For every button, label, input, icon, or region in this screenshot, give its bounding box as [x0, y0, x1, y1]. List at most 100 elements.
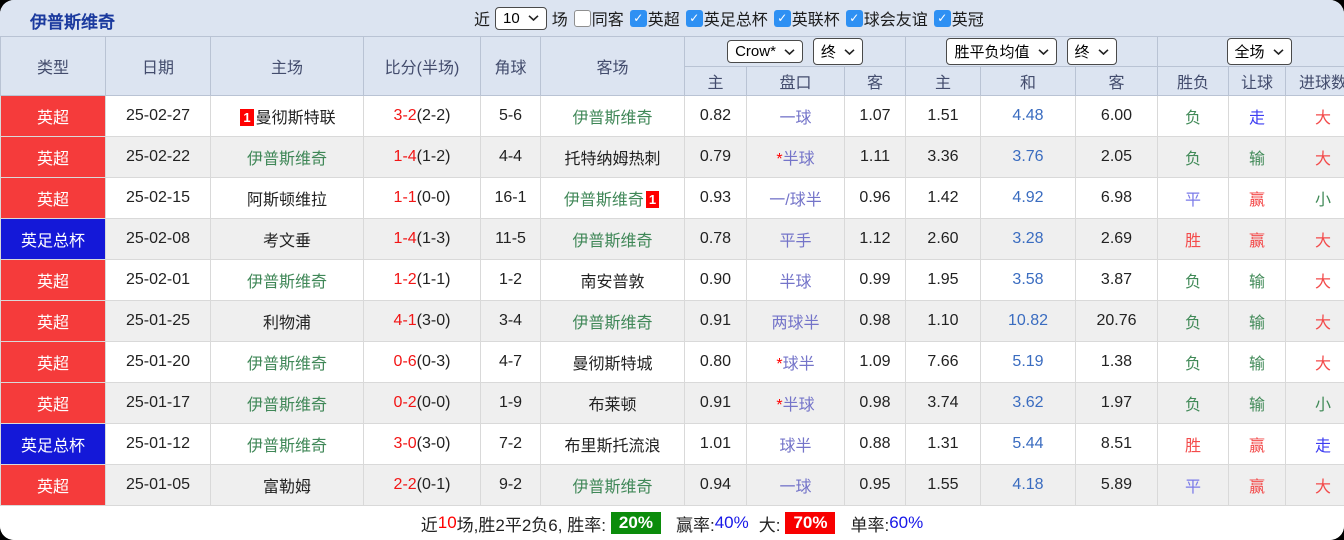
away-team-name: 伊普斯维奇	[572, 110, 653, 127]
handicap-line: 平手	[746, 218, 845, 260]
sub-header-handicap-home: 主	[684, 66, 747, 96]
away-team-name: 布莱顿	[588, 397, 637, 414]
col-header-score: 比分(半场)	[363, 36, 481, 96]
league-checkbox[interactable]: ✓	[933, 9, 951, 27]
away-team-cell: 伊普斯维奇 1	[540, 177, 685, 219]
bookmaker-select-value: Crow*	[735, 43, 776, 60]
handicap-line: 球半	[746, 423, 845, 465]
handicap-line: 一球	[746, 464, 845, 506]
score-cell: 1-4(1-3)	[363, 218, 481, 260]
away-team-name: 曼彻斯特城	[572, 356, 653, 373]
home-team-cell: 富勒姆	[210, 464, 364, 506]
score-cell: 1-4(1-2)	[363, 136, 481, 178]
handicap-home-odds: 0.80	[684, 341, 747, 383]
league-checkbox[interactable]: ✓	[845, 9, 863, 27]
same-away-label: 同客	[591, 12, 624, 29]
result-wdl: 平	[1157, 464, 1229, 506]
table-row: 英超 25-01-05 富勒姆 2-2(0-1) 9-2 伊普斯维奇 0.94 一球 0.95 1…	[0, 464, 1344, 506]
halftime-score: (0-0)	[416, 189, 451, 206]
avg-away-odds: 1.97	[1075, 382, 1158, 424]
fulltime-score: 1-1	[393, 189, 417, 206]
summary-footer: 近 10 场,胜2平2负6, 胜率: 20% 赢率: 40% 大: 70% 单率: 60…	[0, 506, 1344, 540]
result-wdl: 负	[1157, 95, 1229, 137]
footer-recent-count: 10	[437, 513, 457, 532]
bookmaker-state-select[interactable]: 终	[812, 38, 863, 65]
avg-draw-odds: 4.48	[980, 95, 1076, 137]
league-filter-label: 英冠	[951, 12, 984, 29]
handicap-home-odds: 0.90	[684, 259, 747, 301]
league-filter-label: 英超	[647, 12, 680, 29]
match-date: 25-02-01	[105, 259, 211, 301]
scope-select[interactable]: 全场	[1226, 38, 1292, 65]
league-type-badge: 英超	[0, 177, 106, 219]
table-row: 英超 25-02-15 阿斯顿维拉 1-1(0-0) 16-1 伊普斯维奇 1 0.93 一/球…	[0, 177, 1344, 219]
avg-home-odds: 1.42	[905, 177, 981, 219]
avg-odds-select-value: 胜平负均值	[954, 44, 1030, 61]
avg-away-odds: 1.38	[1075, 341, 1158, 383]
sub-header-goals: 进球数	[1284, 66, 1344, 96]
handicap-away-odds: 0.98	[844, 300, 906, 342]
sub-header-avg-away: 客	[1075, 66, 1158, 96]
away-team-name: 伊普斯维奇	[572, 315, 653, 332]
match-date: 25-02-15	[105, 177, 211, 219]
avg-home-odds: 7.66	[905, 341, 981, 383]
handicap-text: 两球半	[771, 315, 820, 332]
result-wdl: 负	[1157, 259, 1229, 301]
handicap-star: *	[776, 151, 783, 168]
handicap-text: 一球	[779, 479, 812, 496]
score-cell: 0-6(0-3)	[363, 341, 481, 383]
footer-single-value: 60%	[889, 513, 924, 532]
handicap-home-odds: 0.78	[684, 218, 747, 260]
match-date: 25-02-27	[105, 95, 211, 137]
footer-win-value: 40%	[714, 513, 749, 532]
league-checkbox[interactable]: ✓	[685, 9, 703, 27]
league-filter-label: 英足总杯	[703, 12, 768, 29]
handicap-text: 平手	[779, 233, 812, 250]
chevron-down-icon	[784, 48, 795, 55]
table-row: 英超 25-01-25 利物浦 4-1(3-0) 3-4 伊普斯维奇 0.91 两球半 0.98…	[0, 300, 1344, 342]
away-team-name: 伊普斯维奇	[572, 479, 653, 496]
halftime-score: (1-3)	[416, 230, 451, 247]
avg-odds-state-value: 终	[1074, 44, 1090, 61]
table-row: 英超 25-02-01 伊普斯维奇 1-2(1-1) 1-2 南安普敦 0.90 半球 0.99…	[0, 259, 1344, 301]
handicap-line: *半球	[746, 136, 845, 178]
handicap-home-odds: 0.94	[684, 464, 747, 506]
home-team-name: 伊普斯维奇	[246, 438, 327, 455]
corners-value: 5-6	[480, 95, 541, 137]
col-header-type: 类型	[0, 36, 106, 96]
sub-header-result: 胜负	[1157, 66, 1229, 96]
topbar: 伊普斯维奇 近 10 场 同客 ✓ 英超 ✓ 英足总杯 ✓ 英联杯 ✓ 球会友谊 ✓ 英冠	[0, 0, 1344, 36]
avg-away-odds: 6.00	[1075, 95, 1158, 137]
fulltime-score: 1-2	[393, 271, 417, 288]
home-team-cell: 伊普斯维奇	[210, 382, 364, 424]
match-date: 25-01-17	[105, 382, 211, 424]
avg-draw-odds: 3.62	[980, 382, 1076, 424]
home-team-name: 伊普斯维奇	[246, 397, 327, 414]
table-row: 英足总杯 25-01-12 伊普斯维奇 3-0(3-0) 7-2 布里斯托流浪 1.01 球半…	[0, 423, 1344, 465]
handicap-away-odds: 0.99	[844, 259, 906, 301]
score-cell: 1-1(0-0)	[363, 177, 481, 219]
result-wdl: 负	[1157, 136, 1229, 178]
away-team-cell: 伊普斯维奇	[540, 464, 685, 506]
sub-header-avg-home: 主	[905, 66, 981, 96]
table-row: 英超 25-02-27 1 曼彻斯特联 3-2(2-2) 5-6 伊普斯维奇 0.82 一球 1.…	[0, 95, 1344, 137]
corners-value: 11-5	[480, 218, 541, 260]
league-checkbox[interactable]: ✓	[629, 9, 647, 27]
recent-count-select[interactable]: 10	[495, 6, 547, 30]
same-away-checkbox[interactable]	[573, 9, 591, 27]
home-team-cell: 利物浦	[210, 300, 364, 342]
handicap-home-odds: 0.91	[684, 382, 747, 424]
handicap-text: 球半	[779, 438, 812, 455]
footer-record-text: 场,胜2平2负6, 胜率:	[456, 515, 606, 535]
chevron-down-icon	[1272, 48, 1284, 55]
bookmaker-select[interactable]: Crow*	[727, 40, 803, 63]
avg-draw-odds: 3.28	[980, 218, 1076, 260]
result-goals: 走	[1284, 423, 1344, 465]
handicap-home-odds: 0.79	[684, 136, 747, 178]
league-checkbox[interactable]: ✓	[773, 9, 791, 27]
fulltime-score: 0-2	[393, 394, 417, 411]
avg-odds-state-select[interactable]: 终	[1066, 38, 1117, 65]
avg-odds-select[interactable]: 胜平负均值	[946, 38, 1057, 65]
home-team-name: 曼彻斯特联	[255, 110, 336, 127]
chevron-down-icon	[1097, 48, 1109, 55]
